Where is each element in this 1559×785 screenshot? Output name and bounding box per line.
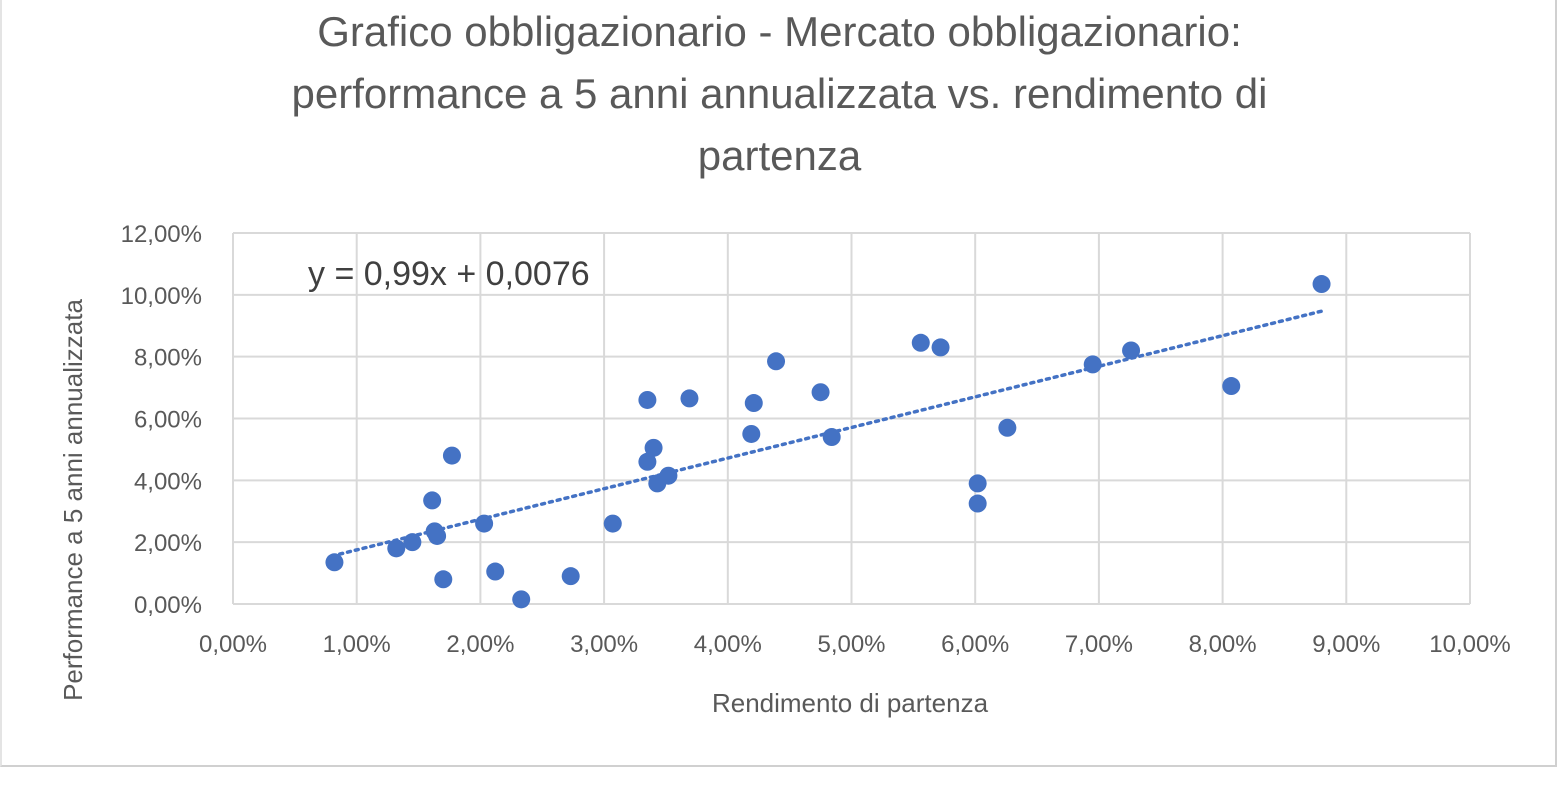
y-tick-label: 10,00% [121, 283, 202, 310]
y-tick-label: 12,00% [121, 221, 202, 248]
x-tick-label: 6,00% [941, 631, 1009, 658]
trendline [330, 309, 1324, 558]
data-point [1122, 341, 1141, 360]
x-tick-label: 8,00% [1189, 631, 1257, 658]
gridlines [232, 232, 1471, 605]
x-tick-label: 5,00% [817, 631, 885, 658]
data-point [1222, 377, 1241, 396]
data-point [811, 383, 830, 402]
y-axis-title: Performance a 5 anni annualizzata [58, 299, 88, 701]
x-tick-label: 7,00% [1065, 631, 1133, 658]
data-point [931, 338, 950, 357]
data-point [561, 567, 580, 586]
data-point [512, 590, 531, 609]
data-point [603, 514, 622, 533]
trendline-equation: y = 0,99x + 0,0076 [308, 255, 590, 293]
y-tick-label: 4,00% [134, 468, 202, 495]
data-point [998, 418, 1017, 437]
chart-title-line-3: partenza [697, 132, 862, 179]
data-point [968, 474, 987, 493]
y-tick-label: 0,00% [134, 592, 202, 619]
data-point [442, 446, 461, 465]
data-point [659, 466, 678, 485]
x-tick-label: 10,00% [1429, 631, 1510, 658]
data-points [325, 275, 1331, 609]
data-point [387, 539, 406, 558]
data-point [423, 491, 442, 510]
x-tick-label: 9,00% [1312, 631, 1380, 658]
data-point [680, 389, 699, 408]
x-axis-title: Rendimento di partenza [712, 688, 989, 718]
y-axis-tick-labels: 0,00% 2,00% 4,00% 6,00% 8,00% 10,00% 12,00% [121, 221, 202, 619]
data-point [1312, 275, 1331, 294]
data-point [968, 494, 987, 513]
chart-frame [0, 0, 1557, 767]
y-tick-label: 2,00% [134, 530, 202, 557]
data-point [486, 562, 505, 581]
data-point [911, 333, 930, 352]
data-point [403, 533, 422, 552]
y-tick-label: 8,00% [134, 345, 202, 372]
chart-title-line-2: performance a 5 anni annualizzata vs. re… [291, 70, 1268, 117]
data-point [742, 424, 761, 443]
data-point [767, 352, 786, 371]
data-point [428, 526, 447, 545]
chart-title-line-1: Grafico obbligazionario - Mercato obblig… [317, 8, 1242, 55]
data-point [434, 570, 453, 589]
data-point [1083, 355, 1102, 374]
x-tick-label: 1,00% [323, 631, 391, 658]
data-point [638, 390, 657, 409]
data-point [475, 514, 494, 533]
data-point [638, 452, 657, 471]
data-point [644, 438, 663, 457]
data-point [325, 553, 344, 572]
x-axis-tick-labels: 0,00% 1,00% 2,00% 3,00% 4,00% 5,00% 6,00% 7,00%… [199, 631, 1511, 658]
x-tick-label: 0,00% [199, 631, 267, 658]
x-tick-label: 2,00% [446, 631, 514, 658]
x-tick-label: 4,00% [694, 631, 762, 658]
data-point [744, 394, 763, 413]
y-tick-label: 6,00% [134, 407, 202, 434]
x-tick-label: 3,00% [570, 631, 638, 658]
data-point [822, 428, 841, 447]
